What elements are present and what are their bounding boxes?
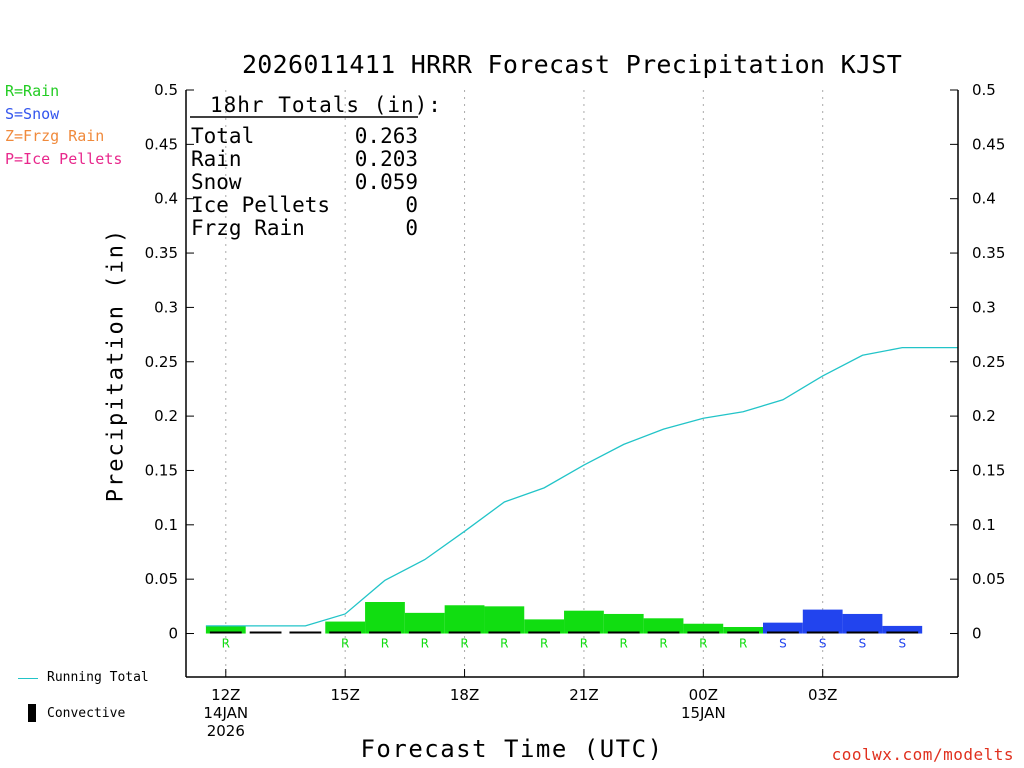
y-tick-label-right: 0.05	[972, 570, 1005, 588]
legend-convective-swatch	[28, 704, 36, 722]
precip-bar	[723, 626, 764, 634]
axes: 0 00.05 0.050.1 0.10.15 0.150.2 0.20.25 0.250.…	[145, 81, 1006, 740]
x-tick-label: 03Z	[808, 686, 837, 704]
legend-snow: S=Snow	[5, 105, 60, 123]
precip-type-label: R	[421, 637, 429, 651]
running-total-layer	[205, 346, 958, 627]
credit-link[interactable]: coolwx.com/modelts	[831, 745, 1014, 764]
y-tick-label-right: 0	[972, 625, 982, 643]
y-tick-label-left: 0.05	[145, 570, 178, 588]
totals-header: 18hr Totals (in):	[210, 93, 442, 117]
totals-row-label: Rain	[191, 147, 242, 171]
y-tick-label-left: 0.15	[145, 461, 178, 479]
y-tick-label-right: 0.4	[972, 190, 996, 208]
y-tick-label-right: 0.25	[972, 353, 1005, 371]
chart-title: 2026011411 HRRR Forecast Precipitation K…	[241, 50, 903, 79]
x-tick-label: 18Z	[450, 686, 479, 704]
y-tick-label-right: 0.45	[972, 135, 1005, 153]
running-total-line	[205, 346, 958, 627]
precip-type-label: R	[540, 637, 548, 651]
precip-bar	[444, 605, 485, 634]
y-tick-label-left: 0	[168, 625, 178, 643]
precip-bar	[484, 606, 525, 634]
x-tick-label: 15Z	[330, 686, 359, 704]
y-tick-label-left: 0.25	[145, 353, 178, 371]
precip-bar	[763, 622, 803, 634]
legend-running-total: Running Total	[47, 670, 149, 685]
precip-bar	[683, 623, 724, 634]
legend-freezing-rain: Z=Frzg Rain	[5, 127, 105, 145]
precip-bar	[603, 613, 644, 634]
totals-box: 18hr Totals (in): Total 0.263 Rain 0.203 Snow…	[190, 93, 442, 240]
x-tick-label: 15JAN	[681, 704, 726, 722]
precip-type-label: R	[381, 637, 389, 651]
x-tick-label: 12Z	[211, 686, 240, 704]
y-tick-label-left: 0.2	[154, 407, 178, 425]
y-tick-label-left: 0.1	[154, 516, 178, 534]
precip-bar	[325, 621, 366, 634]
x-tick-label: 00Z	[689, 686, 718, 704]
y-tick-label-right: 0.15	[972, 461, 1005, 479]
precip-bar	[842, 613, 883, 634]
precip-type-label: R	[739, 637, 747, 651]
y-tick-label-left: 0.45	[145, 135, 178, 153]
totals-row-label: Ice Pellets	[191, 193, 330, 217]
y-tick-label-right: 0.5	[972, 81, 996, 99]
precip-bar	[564, 610, 604, 634]
totals-row-value: 0	[405, 216, 418, 240]
precip-type-label: R	[699, 637, 707, 651]
totals-row-value: 0.059	[355, 170, 418, 194]
precip-type-label: R	[500, 637, 508, 651]
precip-bar	[882, 625, 923, 634]
y-tick-label-right: 0.35	[972, 244, 1005, 262]
grid-lines	[225, 90, 824, 677]
x-tick-label: 2026	[207, 722, 245, 740]
y-tick-label-right: 0.3	[972, 298, 996, 316]
precip-type-label: S	[779, 637, 787, 651]
x-axis-label: Forecast Time (UTC)	[360, 735, 664, 763]
y-tick-label-left: 0.35	[145, 244, 178, 262]
y-tick-label-left: 0.5	[154, 81, 178, 99]
y-tick-label-right: 0.1	[972, 516, 996, 534]
precip-bar	[524, 619, 565, 634]
precip-bar	[365, 601, 405, 634]
precip-type-label: R	[341, 637, 349, 651]
y-tick-label-left: 0.4	[154, 190, 178, 208]
bars	[205, 601, 923, 634]
precip-bar	[802, 609, 843, 634]
totals-row-value: 0.203	[355, 147, 418, 171]
precip-type-label: R	[620, 637, 628, 651]
totals-row-value: 0	[405, 193, 418, 217]
x-tick-label: 14JAN	[203, 704, 248, 722]
legend-convective: Convective	[47, 706, 126, 721]
totals-row-label: Snow	[191, 170, 242, 194]
precip-type-label: S	[859, 637, 867, 651]
x-tick-label: 21Z	[569, 686, 598, 704]
y-tick-label-left: 0.3	[154, 298, 178, 316]
totals-row-label: Frzg Rain	[191, 216, 305, 240]
totals-row-label: Total	[191, 124, 254, 148]
precip-type-label: R	[460, 637, 468, 651]
legend-rain: R=Rain	[5, 82, 60, 100]
legend-running-total-swatch	[18, 678, 38, 679]
legend-ice-pellets: P=Ice Pellets	[5, 150, 123, 168]
precip-bar	[643, 618, 684, 634]
totals-row-value: 0.263	[355, 124, 418, 148]
precip-type-label: S	[898, 637, 906, 651]
y-tick-label-right: 0.2	[972, 407, 996, 425]
precip-type-label: R	[659, 637, 667, 651]
precip-type-label: R	[580, 637, 588, 651]
precip-type-label: S	[819, 637, 827, 651]
precip-bar	[205, 625, 246, 634]
precip-type-label: R	[222, 637, 230, 651]
precip-bar	[404, 612, 445, 634]
